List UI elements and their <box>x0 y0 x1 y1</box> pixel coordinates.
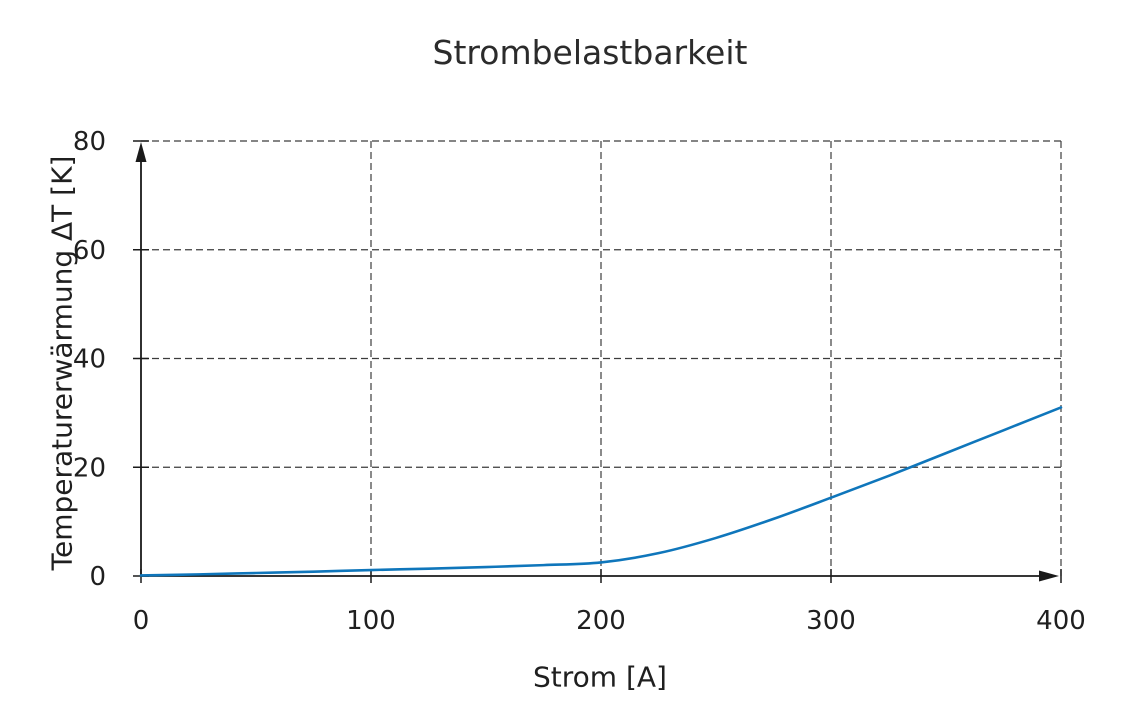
y-tick-label: 60 <box>73 236 106 266</box>
x-tick-label: 100 <box>346 606 396 636</box>
y-tick-label: 20 <box>73 453 106 483</box>
y-tick-label: 80 <box>73 127 106 157</box>
data-curve <box>139 406 1063 577</box>
x-tick-label: 400 <box>1036 606 1086 636</box>
y-tick-label: 0 <box>89 562 106 592</box>
x-tick-label: 200 <box>576 606 626 636</box>
x-tick-label: 0 <box>133 606 150 636</box>
x-axis-arrowhead-icon <box>1039 570 1059 582</box>
y-tick-label: 40 <box>73 345 106 375</box>
y-axis-arrowhead-icon <box>135 142 147 162</box>
x-axis-title: Strom [A] <box>533 660 667 694</box>
x-tick-label: 300 <box>806 606 856 636</box>
chart-title: Strombelastbarkeit <box>432 33 748 72</box>
